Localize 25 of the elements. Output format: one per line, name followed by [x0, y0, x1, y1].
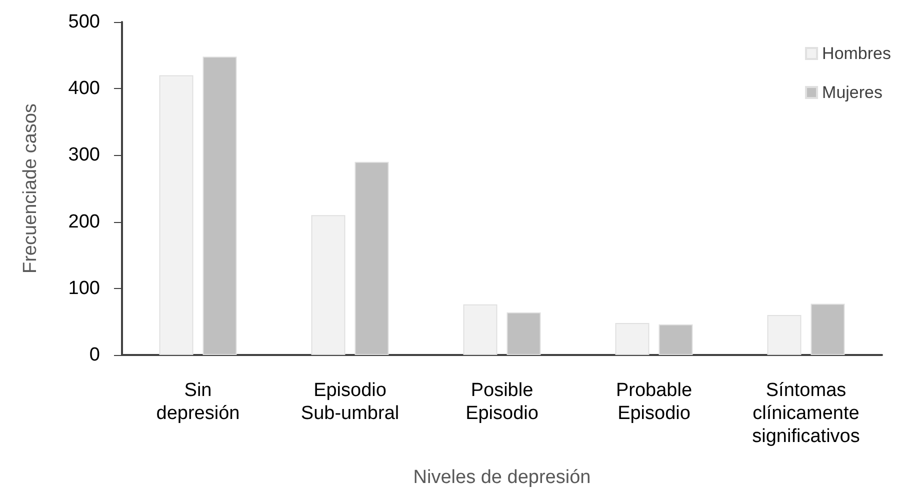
- x-tick-label: Episodio Sub-umbral: [300, 380, 400, 424]
- bar: [354, 162, 389, 355]
- bar: [615, 323, 650, 355]
- x-tick-label: Síntomas clínicamente significativos: [752, 380, 860, 447]
- bar: [463, 304, 498, 355]
- y-tick-label: 0: [89, 344, 100, 366]
- bar: [202, 56, 237, 355]
- bar: [810, 304, 845, 355]
- y-tick-label: 100: [68, 278, 100, 299]
- y-axis-title: Frecuenciade casos: [20, 103, 41, 274]
- x-tick-label: Sin depresión: [156, 380, 240, 424]
- x-tick-label: Probable Episodio: [616, 380, 692, 424]
- bar: [159, 75, 194, 355]
- x-axis-title: Niveles de depresión: [413, 467, 591, 488]
- y-tick-label: 300: [68, 144, 100, 166]
- legend-label: Mujeres: [822, 83, 883, 102]
- bar: [311, 215, 346, 355]
- legend-label: Hombres: [822, 44, 892, 63]
- bar: [767, 315, 802, 355]
- y-tick-label: 500: [68, 12, 100, 32]
- y-tick-label: 400: [68, 78, 100, 100]
- x-tick-label: Posible Episodio: [466, 380, 538, 424]
- bar: [506, 312, 541, 355]
- y-tick-label: 200: [68, 211, 100, 232]
- bar: [658, 324, 693, 355]
